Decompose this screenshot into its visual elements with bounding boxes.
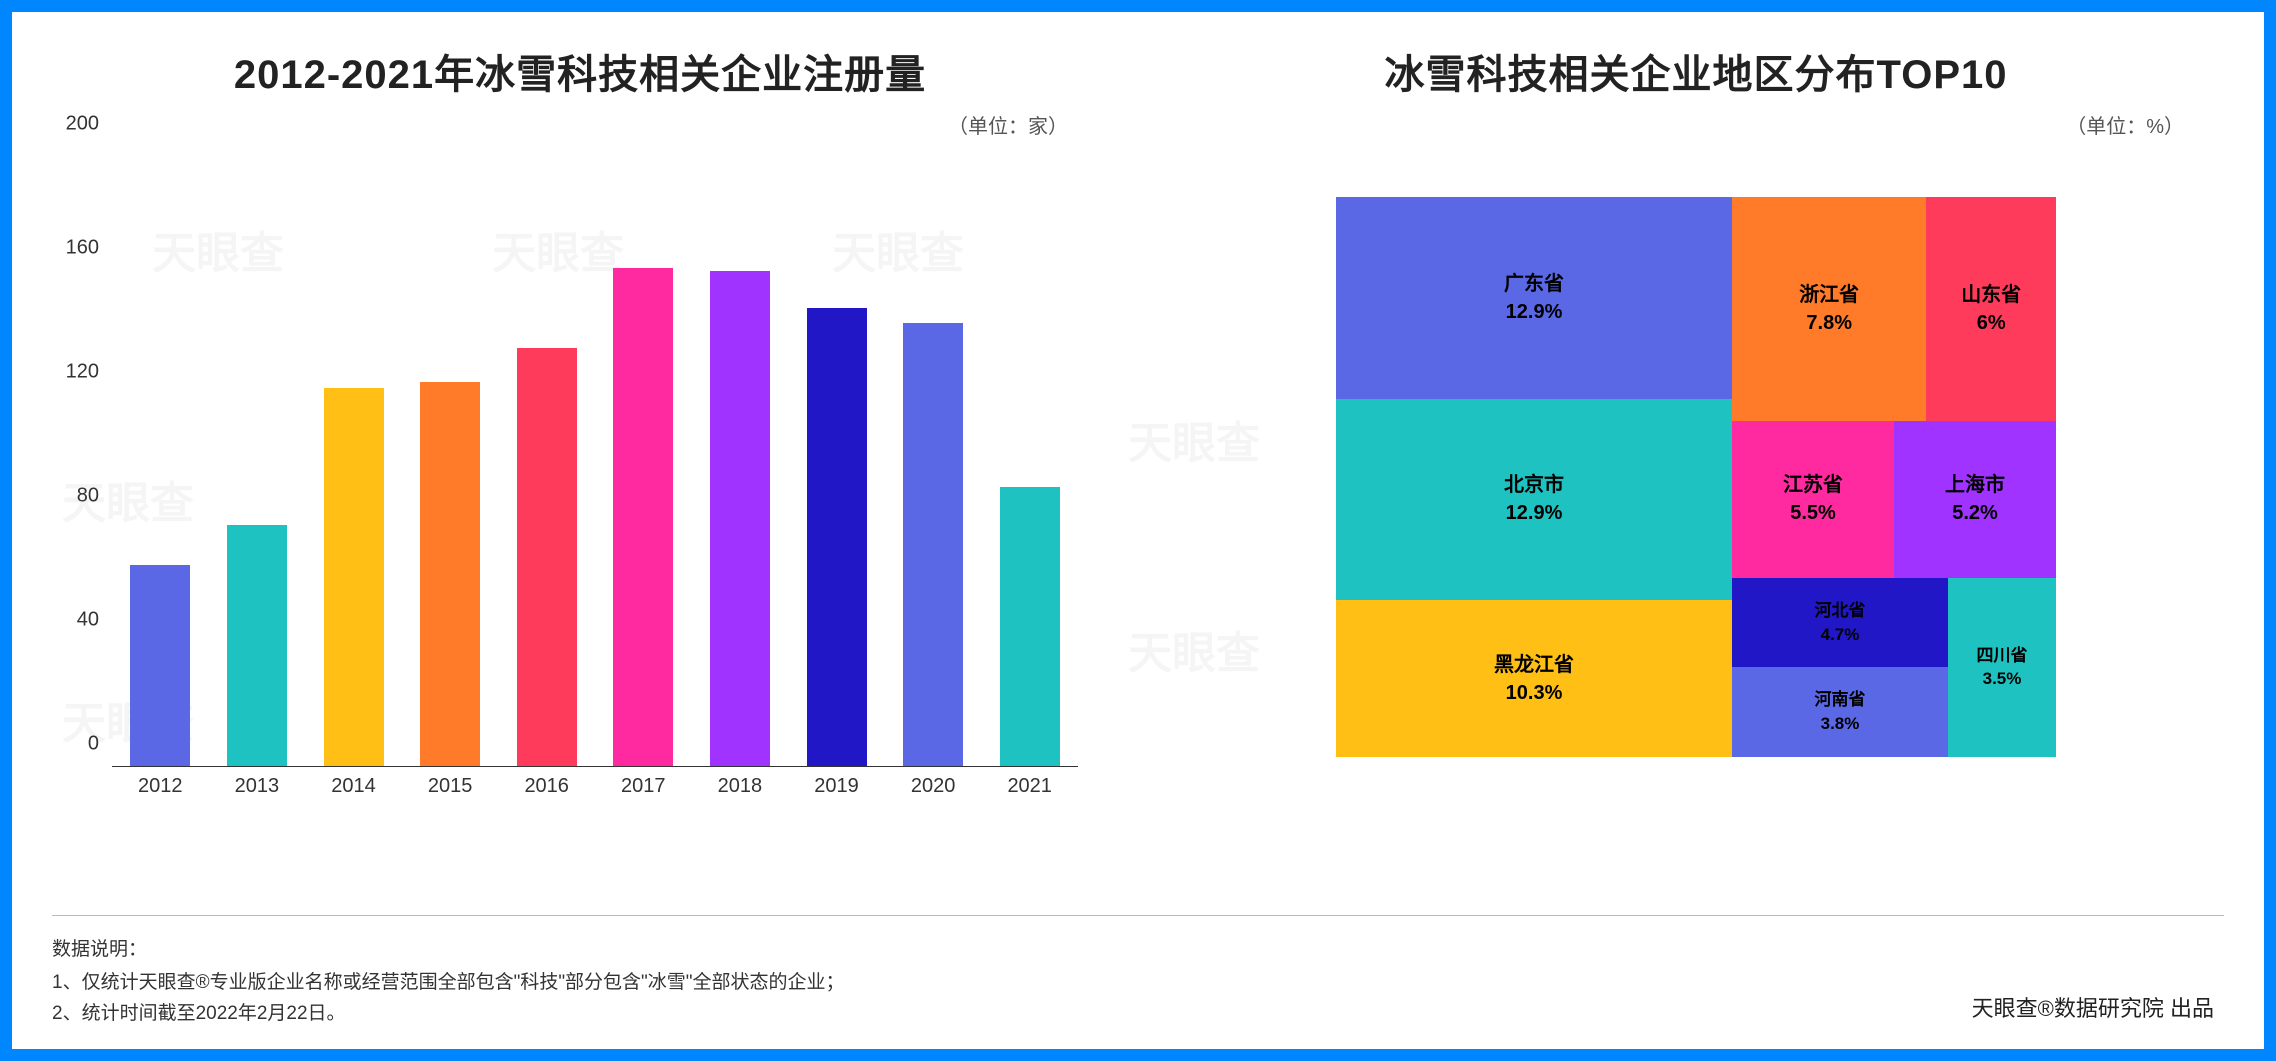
tile-value: 12.9% [1506, 499, 1563, 527]
chart-frame: 2012-2021年冰雪科技相关企业注册量 （单位：家） 天眼查 天眼查 天眼查… [0, 0, 2276, 1061]
treemap-unit: （单位：%） [1168, 110, 2224, 139]
y-tick: 200 [66, 113, 99, 136]
treemap-title: 冰雪科技相关企业地区分布TOP10 [1168, 42, 2224, 100]
x-axis: 2012 2013 2014 2015 2016 2017 2018 2019 2020 2021 [112, 767, 1078, 807]
treemap-tile: 北京市12.9% [1336, 399, 1732, 601]
x-label: 2019 [814, 775, 859, 798]
tile-value: 5.5% [1790, 499, 1836, 527]
treemap-tile: 河北省4.7% [1732, 578, 1948, 668]
y-axis: 04080120160200 [52, 147, 107, 767]
bar-chart-area: 天眼查 天眼查 天眼查 天眼查 天眼查 04080120160200 20122… [112, 147, 1078, 807]
bar [807, 308, 867, 766]
bar [420, 382, 480, 766]
bar-plot [112, 147, 1078, 767]
bar [130, 565, 190, 766]
x-label: 2020 [911, 775, 956, 798]
x-label: 2018 [718, 775, 763, 798]
tile-value: 3.8% [1821, 712, 1860, 736]
bar [710, 271, 770, 766]
treemap-tile: 上海市5.2% [1894, 421, 2056, 578]
bar-chart-unit: （单位：家） [52, 110, 1108, 139]
watermark: 天眼查 [1128, 407, 1260, 471]
tile-value: 6% [1977, 309, 2006, 337]
bar [1000, 487, 1060, 766]
tile-value: 10.3% [1506, 679, 1563, 707]
treemap-tile: 黑龙江省10.3% [1336, 600, 1732, 757]
treemap-tile: 四川省3.5% [1948, 578, 2056, 757]
x-label: 2012 [138, 775, 183, 798]
tile-value: 4.7% [1821, 623, 1860, 647]
footer-attribution: 天眼查®数据研究院 出品 [1972, 991, 2214, 1023]
bar [903, 323, 963, 766]
tile-name: 浙江省 [1799, 281, 1859, 309]
tile-name: 黑龙江省 [1494, 651, 1574, 679]
x-label: 2016 [524, 775, 569, 798]
x-label: 2014 [331, 775, 376, 798]
tile-value: 12.9% [1506, 298, 1563, 326]
x-label: 2021 [1007, 775, 1052, 798]
footer: 数据说明： 1、仅统计天眼查®专业版企业名称或经营范围全部包含"科技"部分包含"… [52, 915, 2224, 1029]
x-label: 2015 [428, 775, 473, 798]
tile-name: 上海市 [1945, 471, 2005, 499]
footer-note-1: 1、仅统计天眼查®专业版企业名称或经营范围全部包含"科技"部分包含"冰雪"全部状… [52, 967, 2224, 994]
treemap-panel: 冰雪科技相关企业地区分布TOP10 （单位：%） 天眼查 天眼查 广东省12.9… [1168, 42, 2224, 905]
treemap-tile: 广东省12.9% [1336, 197, 1732, 399]
y-tick: 120 [66, 361, 99, 384]
treemap-tile: 江苏省5.5% [1732, 421, 1894, 578]
x-label: 2013 [235, 775, 280, 798]
bar-chart-panel: 2012-2021年冰雪科技相关企业注册量 （单位：家） 天眼查 天眼查 天眼查… [52, 42, 1108, 905]
bar [613, 268, 673, 766]
tile-value: 3.5% [1983, 667, 2022, 691]
treemap-tile: 河南省3.8% [1732, 667, 1948, 757]
treemap-tile: 浙江省7.8% [1732, 197, 1926, 421]
y-tick: 40 [77, 609, 99, 632]
y-tick: 80 [77, 485, 99, 508]
footer-note-2: 2、统计时间截至2022年2月22日。 [52, 998, 2224, 1025]
tile-value: 5.2% [1952, 499, 1998, 527]
bar [227, 525, 287, 766]
tile-name: 山东省 [1961, 281, 2021, 309]
tile-name: 江苏省 [1783, 471, 1843, 499]
footer-label: 数据说明： [52, 934, 2224, 961]
watermark: 天眼查 [1128, 617, 1260, 681]
bar-chart-title: 2012-2021年冰雪科技相关企业注册量 [52, 42, 1108, 100]
x-label: 2017 [621, 775, 666, 798]
treemap-wrap: 天眼查 天眼查 广东省12.9%北京市12.9%黑龙江省10.3%浙江省7.8%… [1168, 147, 2224, 807]
bar [324, 388, 384, 766]
y-tick: 160 [66, 237, 99, 260]
tile-name: 四川省 [1977, 644, 2028, 668]
bar [517, 348, 577, 766]
tile-name: 广东省 [1504, 270, 1564, 298]
treemap: 广东省12.9%北京市12.9%黑龙江省10.3%浙江省7.8%山东省6%江苏省… [1336, 197, 2056, 757]
tile-name: 北京市 [1504, 471, 1564, 499]
tile-name: 河南省 [1815, 688, 1866, 712]
tile-value: 7.8% [1806, 309, 1852, 337]
treemap-tile: 山东省6% [1926, 197, 2056, 421]
tile-name: 河北省 [1815, 599, 1866, 623]
y-tick: 0 [88, 733, 99, 756]
charts-row: 2012-2021年冰雪科技相关企业注册量 （单位：家） 天眼查 天眼查 天眼查… [52, 42, 2224, 905]
